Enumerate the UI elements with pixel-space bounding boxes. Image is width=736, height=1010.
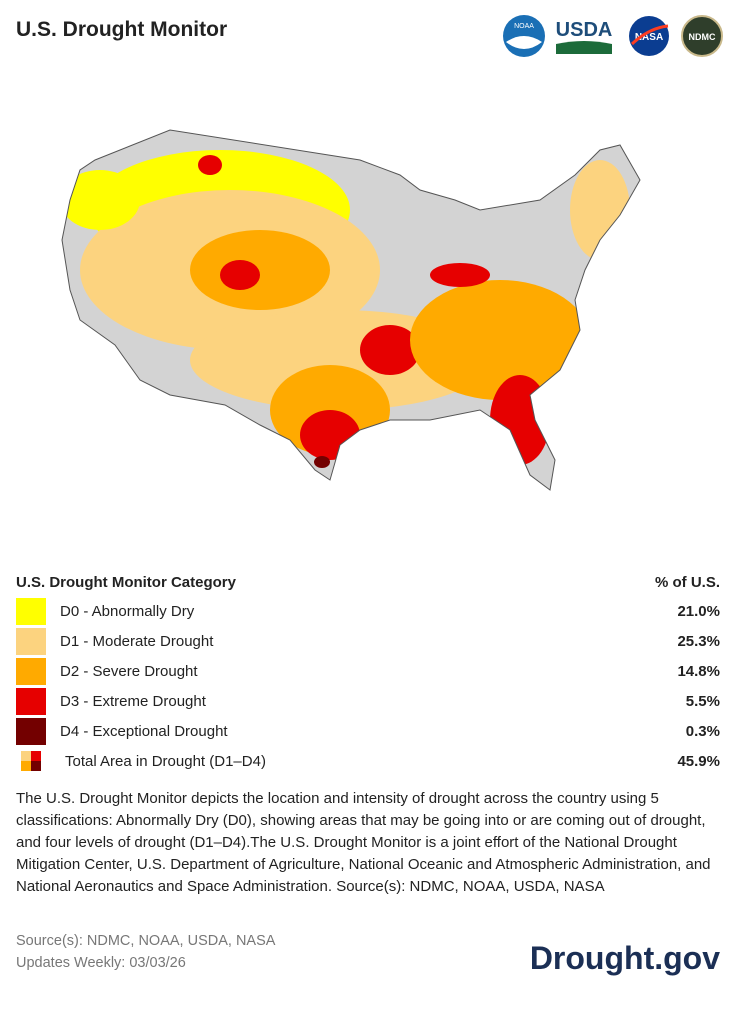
legend-label: D4 - Exceptional Drought [60,722,228,740]
legend-row: D4 - Exceptional Drought 0.3% [16,716,720,746]
logo-text: NASA [635,32,663,43]
legend-row: D1 - Moderate Drought 25.3% [16,626,720,656]
legend-label: D3 - Extreme Drought [60,692,206,710]
nasa-swoosh [630,24,669,46]
us-outline [61,129,641,491]
legend-value: 25.3% [677,632,720,650]
brand: Drought.gov [529,940,720,976]
legend-value: 14.8% [677,662,720,680]
noaa-wave [506,36,542,49]
logo-text: NOAA [514,23,534,30]
legend-row: Total Area in Drought (D1–D4) 45.9% [16,746,720,776]
legend-row: D2 - Severe Drought 14.8% [16,656,720,686]
legend-label: D0 - Abnormally Dry [60,602,195,620]
legend-label: Total Area in Drought (D1–D4) [65,752,266,770]
legend-rows: D0 - Abnormally Dry 21.0% D1 - Moderate Dr… [16,596,720,776]
legend-label: D1 - Moderate Drought [60,632,214,650]
swatch [16,597,46,625]
swatch [16,687,46,715]
swatch [16,657,46,685]
legend-heading: U.S. Drought Monitor Category [16,574,236,591]
legend-header: U.S. Drought Monitor Category % of U.S. [16,574,720,596]
description: The U.S. Drought Monitor depicts the loc… [16,790,711,895]
legend-value: 21.0% [677,602,720,620]
updates: Updates Weekly: 03/03/26 [16,955,186,971]
map-fill [62,130,640,490]
legend-value-heading: % of U.S. [654,574,720,591]
legend-row: D0 - Abnormally Dry 21.0% [16,596,720,626]
ndmc-logo [681,15,723,57]
footer-sources: Source(s): NDMC, NOAA, USDA, NASA Updates… [16,930,275,974]
legend-value: 5.5% [685,692,720,710]
logo-text: USDA [556,19,613,41]
legend-row: D3 - Extreme Drought 5.5% [16,686,720,716]
legend-value: 45.9% [677,752,720,770]
sources: Source(s): NDMC, NOAA, USDA, NASA [16,933,276,949]
title: U.S. Drought Monitor [16,18,228,41]
legend: U.S. Drought Monitor Category % of U.S. D… [16,574,720,776]
swatch [16,717,46,745]
usda-swoosh [556,41,612,54]
logos: NOAA USDA NASA NDMC [503,15,723,57]
legend-label: D2 - Severe Drought [60,662,198,680]
drought-map [61,129,641,491]
swatch [21,751,41,771]
legend-value: 0.3% [685,722,720,740]
swatch [16,627,46,655]
logo-text: NDMC [689,32,716,42]
nasa-logo [629,16,669,56]
